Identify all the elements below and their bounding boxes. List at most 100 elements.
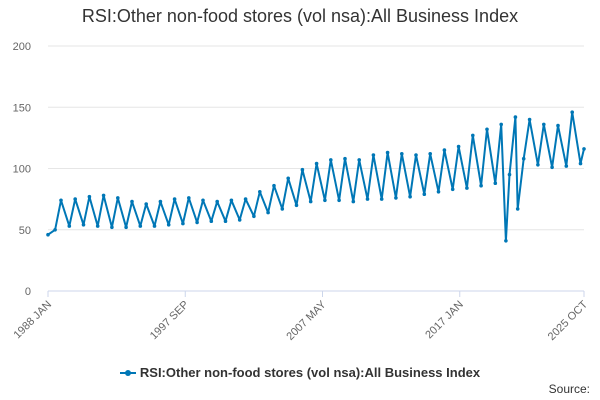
data-point[interactable] — [515, 207, 520, 211]
y-tick-label: 100 — [13, 164, 31, 176]
data-point[interactable] — [67, 224, 72, 228]
data-point[interactable] — [542, 122, 546, 127]
data-point[interactable] — [258, 190, 262, 194]
data-point[interactable] — [465, 186, 469, 190]
data-point[interactable] — [582, 147, 586, 151]
data-point[interactable] — [556, 123, 560, 128]
data-point[interactable] — [158, 199, 163, 204]
data-point[interactable] — [286, 176, 291, 181]
data-point[interactable] — [504, 239, 508, 243]
data-point[interactable] — [357, 158, 362, 162]
data-point[interactable] — [195, 220, 199, 225]
x-axis-labels: 1988 JAN 1997 SEP 2007 MAY 2017 JAN 2025 OCT — [11, 291, 590, 343]
data-point[interactable] — [408, 194, 412, 199]
data-point[interactable] — [499, 122, 504, 127]
data-point[interactable] — [493, 181, 498, 185]
data-point[interactable] — [479, 183, 483, 188]
y-tick-label: 0 — [25, 286, 31, 298]
data-point[interactable] — [351, 199, 356, 204]
series-layer — [46, 110, 586, 243]
data-point[interactable] — [329, 158, 333, 162]
data-point[interactable] — [152, 224, 157, 228]
data-point[interactable] — [343, 156, 347, 161]
data-point[interactable] — [442, 148, 447, 152]
legend-series-label: RSI:Other non-food stores (vol nsa):All … — [139, 365, 481, 380]
data-point[interactable] — [215, 199, 219, 204]
data-point[interactable] — [323, 198, 327, 203]
data-point[interactable] — [371, 153, 376, 157]
data-point[interactable] — [243, 197, 248, 201]
data-point[interactable] — [337, 198, 341, 203]
data-point[interactable] — [252, 214, 256, 219]
chart-legend[interactable]: RSI:Other non-food stores (vol nsa):All … — [0, 365, 600, 380]
x-tick-label: 2025 OCT — [546, 298, 591, 343]
data-point[interactable] — [166, 223, 171, 227]
data-point[interactable] — [308, 199, 313, 204]
data-point[interactable] — [294, 203, 299, 208]
data-point[interactable] — [237, 218, 242, 222]
x-tick-label: 2007 MAY — [284, 298, 329, 343]
data-point[interactable] — [172, 197, 177, 201]
data-point[interactable] — [272, 183, 276, 188]
data-point[interactable] — [46, 232, 50, 237]
data-point[interactable] — [300, 167, 305, 172]
data-point[interactable] — [110, 225, 114, 230]
data-point[interactable] — [223, 219, 228, 223]
data-point[interactable] — [229, 198, 234, 203]
legend-series-marker — [119, 368, 136, 378]
data-point[interactable] — [59, 198, 63, 203]
data-point[interactable] — [365, 197, 370, 201]
y-tick-label: 150 — [13, 102, 31, 114]
data-point[interactable] — [456, 144, 461, 149]
data-point[interactable] — [201, 198, 205, 203]
data-point[interactable] — [513, 115, 518, 119]
data-point[interactable] — [379, 197, 384, 201]
data-point[interactable] — [87, 194, 92, 199]
data-point[interactable] — [138, 224, 143, 228]
data-point[interactable] — [280, 207, 285, 211]
data-point[interactable] — [53, 228, 57, 232]
x-tick-label: 2017 JAN — [423, 299, 466, 342]
data-point[interactable] — [144, 202, 148, 206]
y-tick-label: 200 — [13, 41, 31, 53]
data-point[interactable] — [428, 152, 433, 156]
data-point[interactable] — [536, 163, 540, 167]
data-point[interactable] — [527, 117, 532, 122]
data-point[interactable] — [471, 133, 475, 138]
data-point[interactable] — [130, 199, 134, 204]
data-point[interactable] — [400, 152, 404, 156]
data-point[interactable] — [394, 196, 398, 200]
x-tick-label: 1997 SEP — [148, 299, 192, 343]
data-point[interactable] — [101, 193, 106, 198]
data-point[interactable] — [570, 110, 574, 114]
data-point[interactable] — [124, 225, 128, 230]
data-point[interactable] — [521, 156, 526, 161]
data-point[interactable] — [414, 153, 418, 157]
data-point[interactable] — [81, 223, 86, 227]
data-point[interactable] — [578, 161, 583, 166]
data-point[interactable] — [209, 219, 214, 223]
data-point[interactable] — [564, 164, 569, 168]
data-point[interactable] — [450, 187, 455, 192]
chart-title: RSI:Other non-food stores (vol nsa):All … — [81, 6, 519, 26]
data-point[interactable] — [314, 161, 319, 166]
series-line — [47, 111, 585, 242]
y-tick-label: 50 — [19, 225, 31, 237]
y-axis-labels: 0 50 100 150 200 — [13, 41, 31, 298]
source-label: Source: — [548, 382, 590, 396]
data-point[interactable] — [116, 196, 120, 200]
data-point[interactable] — [436, 190, 441, 194]
data-point[interactable] — [187, 196, 191, 200]
data-point[interactable] — [95, 224, 100, 228]
data-point[interactable] — [485, 127, 489, 132]
data-point[interactable] — [181, 221, 185, 226]
data-point[interactable] — [266, 210, 270, 215]
data-point[interactable] — [507, 172, 512, 177]
x-tick-label: 1988 JAN — [11, 299, 54, 342]
data-point[interactable] — [422, 192, 427, 196]
data-point[interactable] — [73, 197, 77, 201]
data-point[interactable] — [385, 150, 390, 155]
data-point[interactable] — [550, 165, 554, 170]
